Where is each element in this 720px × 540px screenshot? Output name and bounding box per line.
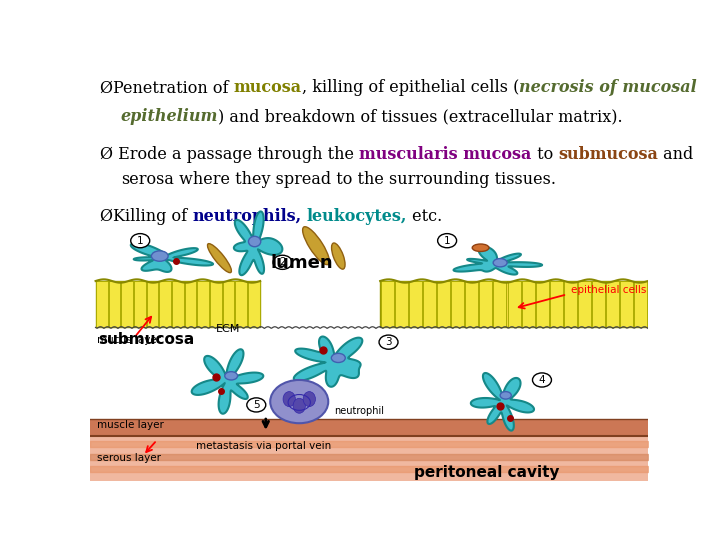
Text: and: and — [658, 146, 693, 163]
Ellipse shape — [332, 243, 345, 269]
FancyBboxPatch shape — [197, 281, 209, 327]
FancyBboxPatch shape — [621, 281, 634, 327]
Text: 2: 2 — [279, 257, 286, 267]
FancyBboxPatch shape — [381, 281, 394, 327]
Ellipse shape — [472, 244, 489, 252]
FancyBboxPatch shape — [96, 281, 108, 327]
FancyBboxPatch shape — [185, 281, 197, 327]
Circle shape — [131, 234, 150, 248]
Text: etc.: etc. — [407, 208, 442, 225]
Text: neutrophils,: neutrophils, — [192, 208, 302, 225]
Ellipse shape — [302, 227, 329, 265]
Ellipse shape — [493, 259, 507, 267]
Text: ) and breakdown of tissues (extracellular matrix).: ) and breakdown of tissues (extracellula… — [218, 109, 623, 125]
Circle shape — [533, 373, 552, 387]
Text: epithelial cells: epithelial cells — [571, 286, 647, 295]
Text: mucosa: mucosa — [234, 79, 302, 96]
Text: ØKilling of: ØKilling of — [100, 208, 192, 225]
Text: muscle layer: muscle layer — [96, 420, 163, 430]
FancyBboxPatch shape — [96, 281, 260, 327]
Ellipse shape — [500, 392, 511, 399]
FancyBboxPatch shape — [395, 281, 408, 327]
Text: mucus layer: mucus layer — [96, 335, 161, 345]
FancyBboxPatch shape — [134, 281, 145, 327]
FancyBboxPatch shape — [90, 419, 648, 436]
Text: 4: 4 — [539, 375, 545, 385]
FancyBboxPatch shape — [235, 281, 247, 327]
FancyBboxPatch shape — [423, 281, 436, 327]
Text: metastasis via portal vein: metastasis via portal vein — [196, 441, 331, 451]
Ellipse shape — [303, 392, 315, 407]
FancyBboxPatch shape — [522, 281, 535, 327]
Ellipse shape — [207, 244, 231, 273]
Text: neutrophil: neutrophil — [334, 406, 384, 416]
Text: 5: 5 — [253, 400, 260, 410]
Polygon shape — [294, 336, 362, 387]
FancyBboxPatch shape — [564, 281, 577, 327]
Text: submucosa: submucosa — [99, 332, 194, 347]
Ellipse shape — [248, 237, 261, 247]
Text: ØPenetration of: ØPenetration of — [100, 79, 234, 96]
Text: serous layer: serous layer — [96, 453, 161, 463]
Ellipse shape — [283, 392, 295, 407]
Text: submucosa: submucosa — [558, 146, 658, 163]
FancyBboxPatch shape — [451, 281, 464, 327]
FancyBboxPatch shape — [465, 281, 478, 327]
Polygon shape — [192, 349, 264, 414]
FancyBboxPatch shape — [578, 281, 591, 327]
FancyBboxPatch shape — [550, 281, 563, 327]
FancyBboxPatch shape — [147, 281, 158, 327]
FancyBboxPatch shape — [606, 281, 619, 327]
Text: 3: 3 — [385, 337, 392, 347]
Circle shape — [273, 255, 292, 269]
Ellipse shape — [225, 372, 238, 380]
Text: necrosis of mucosal: necrosis of mucosal — [519, 79, 697, 96]
Text: lumen: lumen — [271, 254, 333, 272]
Text: 1: 1 — [137, 235, 143, 246]
Text: muscularis mucosa: muscularis mucosa — [359, 146, 531, 163]
Circle shape — [247, 398, 266, 412]
Text: peritoneal cavity: peritoneal cavity — [413, 465, 559, 480]
Polygon shape — [454, 246, 542, 274]
FancyBboxPatch shape — [536, 281, 549, 327]
FancyBboxPatch shape — [90, 435, 648, 481]
FancyBboxPatch shape — [222, 281, 234, 327]
Text: ECM: ECM — [215, 324, 240, 334]
Polygon shape — [234, 212, 282, 275]
FancyBboxPatch shape — [109, 281, 120, 327]
FancyBboxPatch shape — [210, 281, 222, 327]
FancyBboxPatch shape — [90, 327, 648, 418]
Text: leukocytes,: leukocytes, — [307, 208, 407, 225]
Ellipse shape — [331, 353, 346, 362]
Circle shape — [270, 380, 328, 423]
FancyBboxPatch shape — [172, 281, 184, 327]
FancyBboxPatch shape — [437, 281, 450, 327]
FancyBboxPatch shape — [248, 281, 260, 327]
FancyBboxPatch shape — [480, 281, 492, 327]
FancyBboxPatch shape — [493, 281, 506, 327]
Text: serosa: serosa — [121, 171, 174, 188]
FancyBboxPatch shape — [634, 281, 647, 327]
Text: , killing of epithelial cells (: , killing of epithelial cells ( — [302, 79, 519, 96]
FancyBboxPatch shape — [159, 281, 171, 327]
FancyBboxPatch shape — [592, 281, 605, 327]
Polygon shape — [471, 373, 534, 430]
Ellipse shape — [151, 251, 168, 261]
Circle shape — [438, 234, 456, 248]
Text: to: to — [531, 146, 558, 163]
Polygon shape — [131, 243, 213, 272]
FancyBboxPatch shape — [380, 281, 648, 327]
FancyBboxPatch shape — [508, 281, 521, 327]
Text: where they spread to the surrounding tissues.: where they spread to the surrounding tis… — [174, 171, 556, 188]
FancyBboxPatch shape — [409, 281, 422, 327]
FancyBboxPatch shape — [122, 281, 133, 327]
Circle shape — [379, 335, 398, 349]
Ellipse shape — [293, 399, 305, 413]
Text: Ø Erode a passage through the: Ø Erode a passage through the — [100, 146, 359, 163]
Text: 1: 1 — [444, 235, 451, 246]
Text: epithelium: epithelium — [121, 109, 218, 125]
